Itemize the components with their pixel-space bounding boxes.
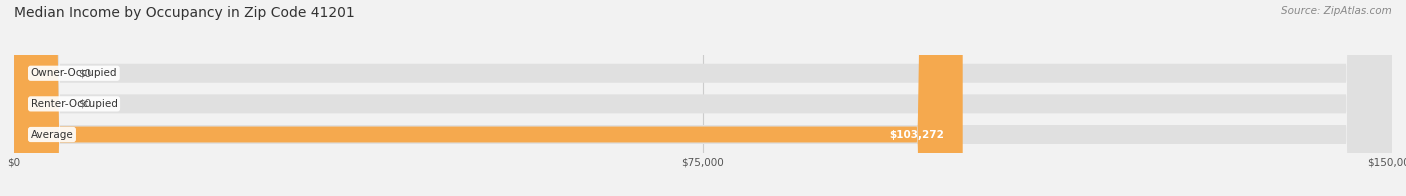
FancyBboxPatch shape xyxy=(14,0,963,196)
FancyBboxPatch shape xyxy=(14,0,1392,196)
FancyBboxPatch shape xyxy=(14,0,1392,196)
Text: Owner-Occupied: Owner-Occupied xyxy=(31,68,117,78)
FancyBboxPatch shape xyxy=(14,0,37,196)
Text: $0: $0 xyxy=(79,68,91,78)
Text: Median Income by Occupancy in Zip Code 41201: Median Income by Occupancy in Zip Code 4… xyxy=(14,6,354,20)
Text: $103,272: $103,272 xyxy=(890,130,945,140)
Text: Average: Average xyxy=(31,130,73,140)
FancyBboxPatch shape xyxy=(14,0,37,196)
Text: Renter-Occupied: Renter-Occupied xyxy=(31,99,118,109)
FancyBboxPatch shape xyxy=(14,0,1392,196)
Text: Source: ZipAtlas.com: Source: ZipAtlas.com xyxy=(1281,6,1392,16)
Text: $0: $0 xyxy=(79,99,91,109)
